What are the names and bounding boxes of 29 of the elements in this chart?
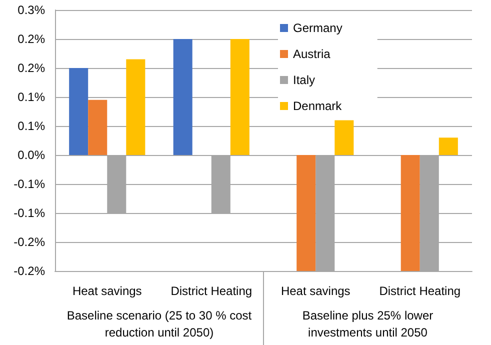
bar (296, 155, 316, 271)
x-tick-label: Heat savings (72, 284, 142, 298)
bar (88, 100, 108, 155)
bar (334, 120, 354, 155)
y-tick-label: 0.1% (18, 119, 46, 133)
bar (69, 68, 88, 155)
text: Baseline scenario (25 to 30 % cost reduction until 2050) (66, 308, 252, 340)
bar (126, 59, 146, 155)
y-tick-label: -0.1% (14, 177, 46, 191)
text: Baseline plus 25% lower investments until 2050 (302, 308, 434, 340)
x-tick-label: Heat savings (280, 284, 350, 298)
y-tick-label: -0.2% (14, 235, 46, 249)
bar (173, 39, 192, 155)
y-tick-label: -0.1% (14, 206, 46, 220)
x-tick-label: District Heating (379, 284, 461, 298)
legend-label: Germany (293, 21, 342, 35)
bar (400, 155, 420, 271)
legend-label: Italy (293, 73, 316, 87)
y-tick-label: 0.3% (18, 3, 46, 17)
y-tick-label: 0.2% (18, 32, 46, 46)
y-tick-label: 0.0% (18, 148, 46, 162)
x-tick-label: District Heating (170, 284, 252, 298)
y-tick-label: -0.2% (14, 264, 46, 278)
bar (438, 138, 458, 155)
y-tick-label: 0.1% (18, 90, 46, 104)
legend-label: Austria (293, 47, 331, 61)
y-tick-label: 0.2% (18, 61, 46, 75)
bar (230, 39, 250, 155)
legend-label: Denmark (293, 99, 343, 113)
